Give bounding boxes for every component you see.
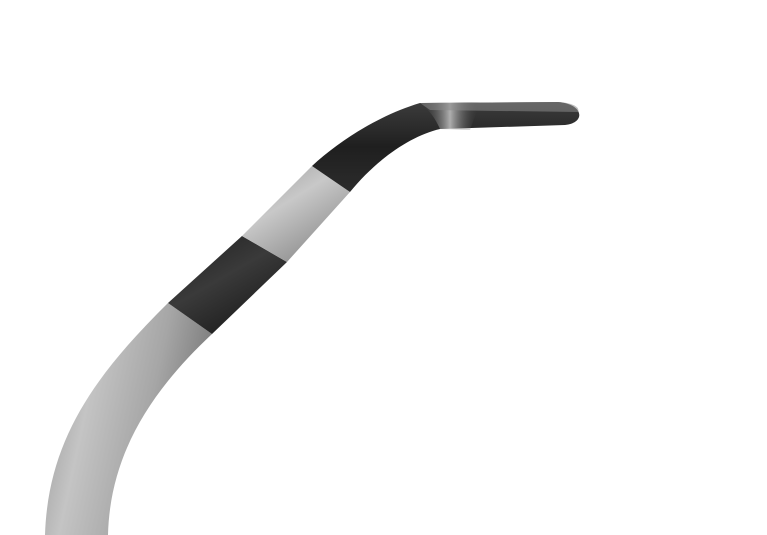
tip-edge [420, 102, 579, 112]
lower-shaft [45, 303, 212, 535]
upper-shaft [242, 166, 350, 262]
black-band [168, 236, 287, 334]
hook-tip [312, 102, 580, 192]
